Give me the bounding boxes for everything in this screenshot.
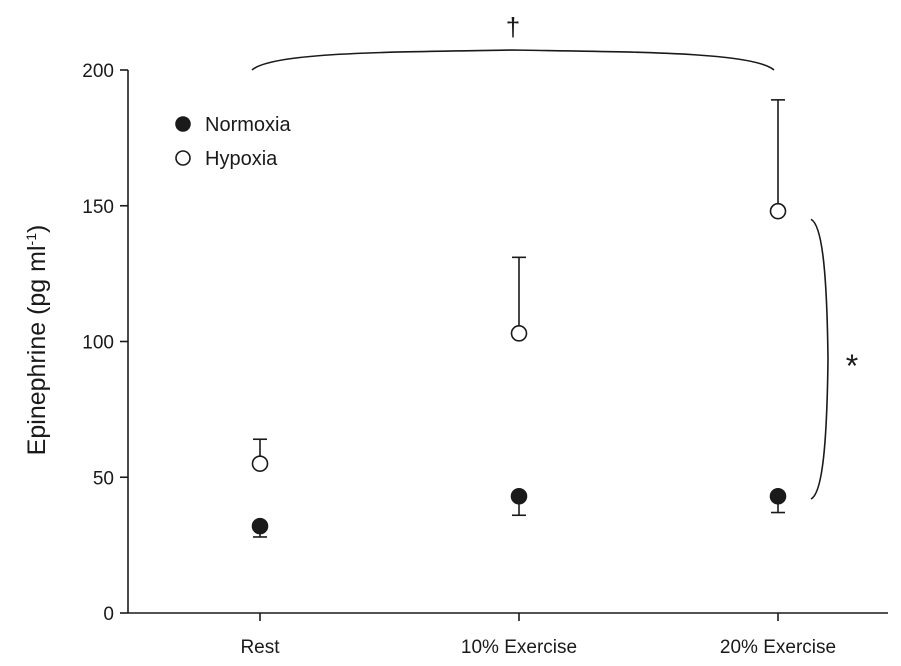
dagger-symbol: † bbox=[506, 12, 520, 42]
y-tick-label: 150 bbox=[82, 197, 114, 218]
significance-brace-top bbox=[251, 49, 775, 71]
y-axis-title-sup: -1 bbox=[23, 233, 39, 246]
significance-brace-right bbox=[810, 218, 829, 500]
legend-marker bbox=[175, 150, 191, 166]
data-point-normoxia bbox=[769, 487, 787, 505]
data-point-hypoxia bbox=[769, 202, 787, 220]
legend-label: Hypoxia bbox=[205, 148, 278, 170]
legend: Normoxia Hypoxia bbox=[175, 114, 291, 170]
error-bars bbox=[253, 99, 785, 538]
data-point-normoxia bbox=[510, 487, 528, 505]
y-axis-title-close: ) bbox=[23, 225, 51, 233]
data-point-normoxia bbox=[251, 517, 269, 535]
x-ticks: Rest 10% Exercise 20% Exercise bbox=[240, 613, 836, 658]
y-axis-title-main: Epinephrine (pg ml bbox=[23, 245, 51, 455]
y-tick-label: 50 bbox=[93, 468, 114, 489]
data-point-hypoxia bbox=[510, 325, 528, 342]
y-axis-title: Epinephrine (pg ml-1) bbox=[23, 225, 51, 456]
data-points bbox=[251, 202, 787, 535]
data-point-hypoxia bbox=[251, 455, 269, 472]
annotations: †* bbox=[251, 12, 858, 500]
y-tick-label: 200 bbox=[82, 61, 114, 82]
x-tick-label: 20% Exercise bbox=[720, 637, 836, 658]
y-ticks: 0 50 100 150 200 bbox=[82, 61, 128, 625]
legend-label: Normoxia bbox=[205, 114, 291, 136]
x-tick-label: 10% Exercise bbox=[461, 637, 577, 658]
legend-marker bbox=[175, 116, 191, 132]
y-tick-label: 100 bbox=[82, 333, 114, 354]
asterisk-symbol: * bbox=[846, 348, 858, 384]
x-tick-label: Rest bbox=[240, 637, 280, 658]
y-tick-label: 0 bbox=[103, 604, 114, 625]
